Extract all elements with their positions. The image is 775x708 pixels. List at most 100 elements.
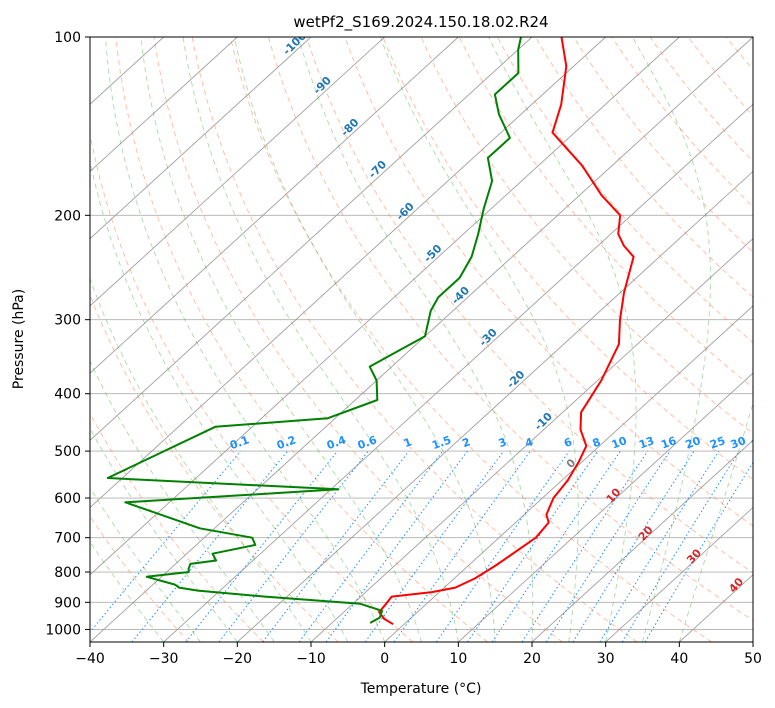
isotherm-label: -30: [477, 326, 500, 349]
moist-adiabat: [140, 37, 422, 642]
moist-adiabat: [90, 359, 275, 642]
plot-frame: [89, 36, 754, 643]
mixing-ratio-label: 13: [637, 434, 656, 451]
mixing-ratio-line: [262, 450, 410, 642]
axis-ticks: −40 −30 −20 −10 0 10 20 30 40 5010020030040050060…: [45, 30, 762, 667]
mixing-ratio-label: 0.2: [275, 433, 298, 452]
dry-adiabat-label: 10: [604, 485, 624, 505]
mixing-ratio-line: [621, 450, 740, 642]
dry-adiabat: [649, 37, 753, 163]
moist-adiabat: [90, 159, 349, 642]
x-tick-label: −20: [223, 651, 253, 667]
dry-adiabat: [497, 37, 753, 344]
isotherm-line: [90, 37, 680, 576]
mixing-ratio-label: 0.1: [228, 433, 251, 452]
moist-adiabat: [297, 37, 534, 642]
dry-adiabat-label: 40: [726, 575, 746, 595]
x-tick-label: −10: [296, 651, 326, 667]
y-tick-label: 500: [54, 444, 81, 460]
dry-adiabat-label: 30: [684, 546, 704, 566]
y-tick-label: 700: [54, 531, 81, 547]
mixing-ratio-line: [491, 450, 621, 642]
y-tick-label: 600: [54, 491, 81, 507]
isotherm-label: -60: [394, 200, 417, 223]
dry-adiabat: [90, 293, 339, 642]
dry-adiabat: [90, 131, 414, 642]
y-tick-label: 300: [54, 313, 81, 329]
mixing-ratio-line: [325, 450, 468, 642]
isotherm-label: -80: [338, 116, 361, 139]
mixing-ratio-label: 10: [610, 434, 629, 452]
mixing-ratio-line: [298, 450, 444, 642]
mixing-ratio-line: [599, 450, 720, 642]
dry-adiabat: [344, 37, 753, 527]
moist-adiabat: [233, 37, 496, 642]
isotherm-line: [90, 37, 238, 173]
moist-adiabat: [488, 37, 637, 642]
mixing-ratio-line: [90, 450, 242, 633]
dry-adiabat: [115, 37, 488, 642]
mixing-ratio-label: 8: [591, 435, 603, 450]
isotherm-label: -90: [311, 74, 334, 97]
mixing-ratio-label: 20: [684, 434, 703, 452]
dry-adiabat: [191, 37, 638, 642]
isotherm-line: [605, 506, 753, 642]
x-tick-label: 20: [523, 651, 541, 667]
mixing-ratio-label: 30: [729, 434, 748, 452]
mixing-ratio-label: 0.6: [356, 433, 379, 452]
x-tick-label: 40: [670, 651, 688, 667]
x-tick-label: 30: [597, 651, 615, 667]
moist-adiabat: [90, 427, 238, 642]
y-tick-label: 800: [54, 565, 81, 581]
mixing-ratio-line: [218, 450, 369, 642]
mixing-ratio-label: 25: [708, 434, 727, 451]
y-tick-label: 1000: [45, 622, 81, 638]
mixing-ratio-label: 0.4: [325, 433, 348, 452]
dry-adiabat: [268, 37, 753, 622]
mixing-ratio-label: 1.5: [430, 433, 453, 452]
isotherm-line: [90, 37, 459, 374]
mixing-ratio-line: [435, 450, 570, 642]
isotherm-line: [458, 372, 753, 642]
mixing-ratio-label: 2: [461, 435, 473, 450]
dry-adiabat: [382, 37, 753, 480]
isotherm-line: [163, 103, 753, 642]
isotherm-label: -50: [421, 242, 444, 265]
dry-adiabat: [687, 37, 753, 117]
isotherm-label: -20: [504, 368, 527, 391]
isotherm-line: [90, 37, 385, 307]
mixing-ratio-label: 3: [497, 435, 509, 450]
y-tick-label: 400: [54, 387, 81, 403]
y-tick-label: 100: [54, 30, 81, 46]
temperature-profile: [378, 37, 635, 626]
chart-title: wetPf2_S169.2024.150.18.02.R24: [293, 13, 548, 32]
dry-adiabat: [611, 37, 753, 208]
mixing-ratio-line: [364, 450, 505, 642]
isotherm-line: [310, 238, 753, 642]
isotherm-line: [90, 37, 606, 509]
mixing-ratio-line: [521, 450, 649, 642]
mixing-ratio-line: [393, 450, 531, 642]
isotherm-label: -10: [532, 410, 555, 433]
mixing-ratio-label: 6: [562, 435, 574, 450]
mixing-ratio-label: 4: [523, 435, 535, 450]
x-tick-label: −40: [75, 651, 105, 667]
mixing-ratio-line: [545, 450, 671, 642]
moist-adiabat: [182, 37, 459, 642]
dry-adiabat: [90, 412, 264, 642]
mixing-ratio-line: [467, 450, 599, 642]
isotherm-line: [752, 641, 753, 642]
dry-adiabat: [306, 37, 753, 574]
mixing-ratio-label: 1: [402, 435, 414, 450]
isotherm-line: [90, 37, 312, 240]
moist-adiabat: [678, 401, 753, 642]
isotherm-line: [237, 170, 753, 642]
dry-adiabat: [573, 37, 753, 253]
line-labels: 0.1 0.2 0.4 0.6 1 1.5 2 3 4 6 8 10 13 16 20 25 30 36-100-…: [228, 37, 768, 595]
x-axis-label: Temperature (°C): [360, 681, 482, 697]
x-tick-label: −30: [149, 651, 179, 667]
dry-adiabat: [229, 37, 712, 642]
mixing-ratio-label: 36: [749, 434, 768, 452]
isotherm-line: [384, 305, 753, 642]
